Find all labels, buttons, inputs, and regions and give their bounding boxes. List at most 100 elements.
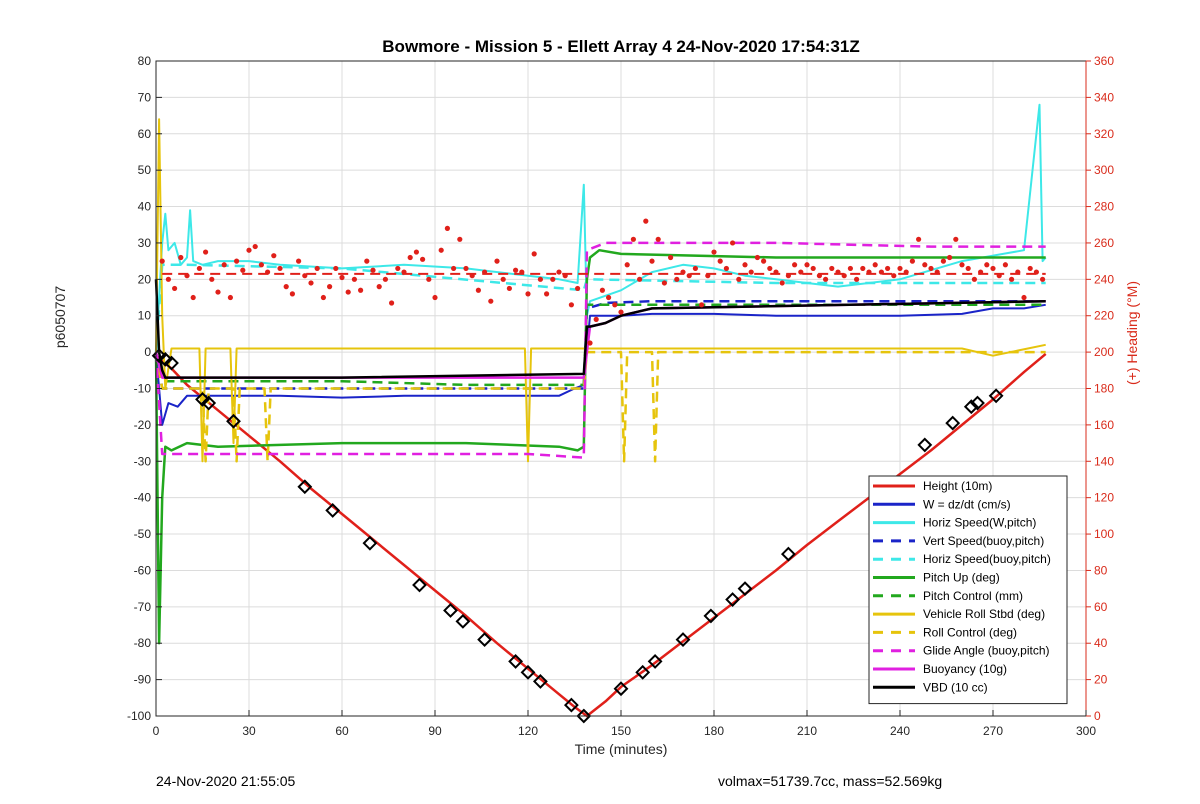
heading-point — [1040, 276, 1046, 282]
height-marker — [945, 415, 961, 431]
legend-label: Horiz Speed(W,pitch) — [923, 516, 1036, 530]
heading-point — [506, 285, 512, 292]
heading-point — [451, 265, 457, 272]
legend-label: Height (10m) — [923, 479, 992, 493]
height-marker — [520, 664, 536, 680]
y2-tick-label: 40 — [1094, 636, 1108, 650]
series-heading — [159, 218, 1046, 346]
heading-point — [730, 240, 736, 246]
height-marker — [532, 674, 548, 689]
height-marker — [963, 399, 979, 415]
heading-point — [172, 285, 178, 292]
heading-point — [947, 254, 953, 261]
series-horiz-speed-buoy-pitch — [154, 263, 1046, 353]
heading-point — [1009, 276, 1015, 282]
heading-point — [227, 294, 233, 301]
x-tick-label: 240 — [890, 724, 910, 738]
legend-label: VBD (10 cc) — [923, 680, 988, 694]
heading-point — [345, 289, 351, 295]
height-marker — [477, 632, 493, 647]
heading-point — [1002, 262, 1009, 268]
series-pitch-control-mm — [154, 303, 1046, 387]
heading-point — [376, 284, 382, 290]
heading-point — [537, 276, 544, 282]
footer-timestamp: 24-Nov-2020 21:55:05 — [156, 773, 296, 789]
y2-axis-label: (+) Heading (°M) — [1124, 281, 1140, 386]
series-glide-angle-buoy-pitch — [154, 241, 1046, 459]
height-marker — [157, 351, 173, 367]
heading-point — [637, 276, 643, 282]
heading-point — [692, 265, 699, 272]
y2-tick-label: 240 — [1094, 272, 1114, 286]
height-marker — [325, 502, 341, 518]
x-tick-label: 0 — [153, 724, 160, 738]
heading-point — [500, 276, 506, 282]
heading-point — [655, 236, 661, 242]
heading-point — [922, 262, 928, 268]
height-marker — [455, 613, 471, 629]
heading-point — [940, 258, 947, 264]
y2-tick-label: 120 — [1094, 491, 1114, 505]
heading-point — [717, 258, 723, 264]
y-tick-label: 60 — [138, 127, 152, 141]
heading-point — [327, 284, 333, 290]
legend-label: Vert Speed(buoy,pitch) — [923, 534, 1044, 548]
heading-point — [488, 298, 494, 304]
heading-point — [804, 262, 810, 268]
heading-point — [587, 340, 593, 346]
y-tick-label: -70 — [134, 600, 152, 614]
x-tick-label: 30 — [242, 724, 256, 738]
heading-point — [723, 265, 730, 272]
y2-tick-label: 320 — [1094, 127, 1114, 141]
y-tick-label: -90 — [134, 673, 152, 687]
height-marker — [297, 479, 313, 495]
heading-point — [699, 302, 705, 308]
height-marker — [226, 413, 241, 429]
heading-point — [438, 247, 444, 253]
heading-point — [984, 262, 990, 268]
heading-point — [661, 280, 668, 286]
height-marker — [508, 654, 524, 669]
heading-point — [891, 273, 897, 279]
axes: 0 30 60 90 120 150 180 210 240 270 300-100-90-80-7… — [127, 54, 1114, 738]
y2-tick-label: 260 — [1094, 236, 1114, 250]
height-marker — [970, 395, 985, 411]
heading-point — [314, 265, 320, 272]
heading-point — [897, 265, 903, 272]
heading-point — [767, 265, 773, 272]
x-tick-label: 120 — [518, 724, 538, 738]
y2-tick-label: 160 — [1094, 418, 1114, 432]
height-marker — [635, 664, 651, 680]
height-marker — [675, 632, 691, 647]
y-tick-label: 30 — [138, 236, 152, 250]
heading-point — [568, 302, 575, 308]
height-marker — [647, 654, 663, 669]
y2-tick-label: 200 — [1094, 345, 1114, 359]
y-tick-label: 50 — [138, 163, 152, 177]
legend-label: Vehicle Roll Stbd (deg) — [923, 607, 1045, 621]
heading-point — [407, 254, 413, 261]
heading-point — [513, 267, 519, 273]
y-tick-label: 10 — [138, 309, 152, 323]
x-tick-label: 180 — [704, 724, 724, 738]
heading-point — [215, 289, 221, 295]
heading-point — [494, 258, 500, 264]
series-vert-speed-buoy-pitch — [154, 299, 1046, 390]
y2-tick-label: 300 — [1094, 163, 1114, 177]
height-marker — [613, 681, 629, 697]
heading-point — [854, 276, 860, 282]
legend-label: Horiz Speed(buoy,pitch) — [923, 552, 1051, 566]
heading-point — [916, 236, 922, 242]
y-tick-label: -100 — [127, 709, 151, 723]
heading-point — [165, 276, 171, 282]
heading-point — [1027, 265, 1033, 272]
heading-point — [612, 302, 618, 308]
y-tick-label: -20 — [134, 418, 152, 432]
x-tick-label: 300 — [1076, 724, 1096, 738]
y-tick-label: -60 — [134, 563, 152, 577]
heading-point — [178, 254, 184, 261]
height-marker — [195, 392, 210, 407]
heading-point — [953, 236, 959, 242]
heading-point — [246, 247, 252, 253]
